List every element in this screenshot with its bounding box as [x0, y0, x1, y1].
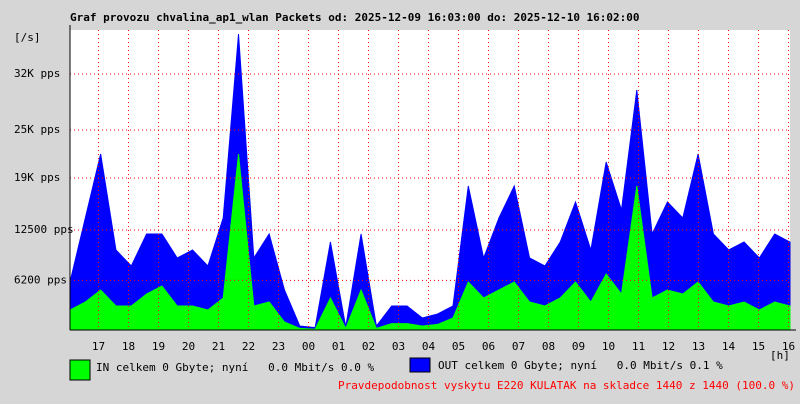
x-tick-label: 23: [272, 340, 285, 353]
y-unit: [/s]: [14, 31, 41, 44]
legend-swatch: [409, 357, 431, 373]
y-tick-label: 6200 pps: [14, 273, 67, 286]
x-tick-label: 14: [722, 340, 736, 353]
series-area: [69, 33, 791, 331]
legend-label: OUT celkem 0 Gbyte; nyní 0.0 Mbit/s 0.1 …: [438, 359, 723, 372]
x-tick-label: 21: [212, 340, 225, 353]
x-tick-label: 19: [152, 340, 165, 353]
y-tick-label: 25K pps: [14, 123, 60, 136]
y-tick-label: 32K pps: [14, 67, 60, 80]
x-tick-label: 07: [512, 340, 525, 353]
legend-label: IN celkem 0 Gbyte; nyní 0.0 Mbit/s 0.0 %: [96, 361, 375, 374]
y-tick-label: 12500 pps: [14, 223, 74, 236]
x-tick-label: 18: [122, 340, 135, 353]
y-tick-label: 19K pps: [14, 171, 60, 184]
series-area: [69, 153, 791, 331]
x-tick-label: 11: [632, 340, 645, 353]
x-tick-label: 13: [692, 340, 705, 353]
x-unit: [h]: [770, 349, 790, 362]
x-tick-label: 02: [362, 340, 375, 353]
x-tick-label: 04: [422, 340, 436, 353]
footer: Pravdepodobnost vyskytu E220 KULATAK na …: [338, 379, 795, 392]
legend-swatch: [69, 359, 91, 381]
x-tick-label: 08: [542, 340, 555, 353]
x-tick-label: 16: [782, 340, 795, 353]
x-tick-label: 12: [662, 340, 675, 353]
x-tick-label: 17: [92, 340, 105, 353]
x-tick-label: 10: [602, 340, 615, 353]
x-tick-label: 20: [182, 340, 195, 353]
x-tick-label: 09: [572, 340, 585, 353]
x-tick-label: 03: [392, 340, 405, 353]
x-tick-label: 15: [752, 340, 765, 353]
x-tick-label: 06: [482, 340, 495, 353]
x-tick-label: 00: [302, 340, 315, 353]
chart-title: Graf provozu chvalina_ap1_wlan Packets o…: [70, 11, 640, 24]
x-tick-label: 01: [332, 340, 345, 353]
x-tick-label: 05: [452, 340, 465, 353]
x-tick-label: 22: [242, 340, 255, 353]
